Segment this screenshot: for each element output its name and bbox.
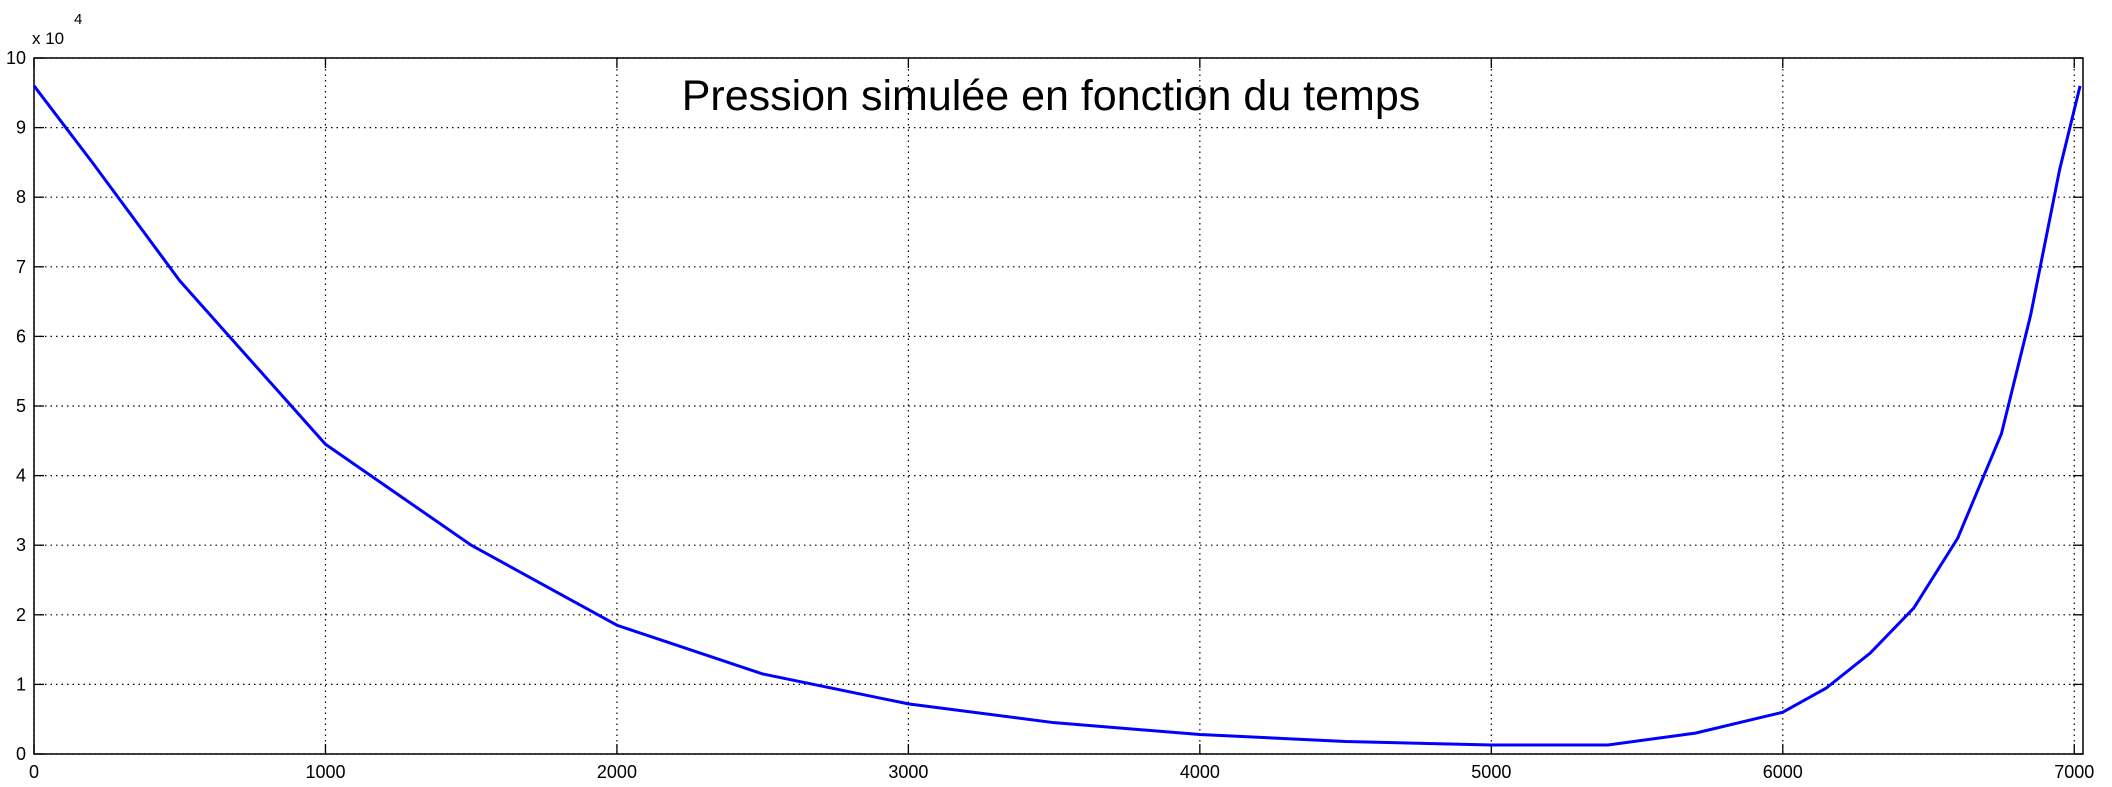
- y-tick-label: 3: [16, 535, 26, 555]
- y-tick-label: 10: [6, 48, 26, 68]
- chart-title: Pression simulée en fonction du temps: [682, 72, 1421, 120]
- y-exponent: 4: [74, 11, 82, 28]
- y-tick-label: 0: [16, 744, 26, 764]
- x-tick-label: 7000: [2054, 762, 2094, 782]
- x-tick-label: 2000: [597, 762, 637, 782]
- x-tick-label: 6000: [1763, 762, 1803, 782]
- y-tick-label: 5: [16, 396, 26, 416]
- y-tick-label: 8: [16, 187, 26, 207]
- y-tick-label: 7: [16, 257, 26, 277]
- x-tick-label: 5000: [1471, 762, 1511, 782]
- x-tick-label: 1000: [305, 762, 345, 782]
- y-tick-label: 1: [16, 674, 26, 694]
- x-tick-label: 4000: [1180, 762, 1220, 782]
- y-tick-label: 4: [16, 466, 26, 486]
- data-line: [32, 84, 2082, 747]
- y-tick-label: 9: [16, 118, 26, 138]
- x-tick-label: 3000: [888, 762, 928, 782]
- y-tick-label: 6: [16, 326, 26, 346]
- x-tick-label: 0: [29, 762, 39, 782]
- y-multiplier: x 10: [32, 29, 64, 48]
- y-tick-label: 2: [16, 605, 26, 625]
